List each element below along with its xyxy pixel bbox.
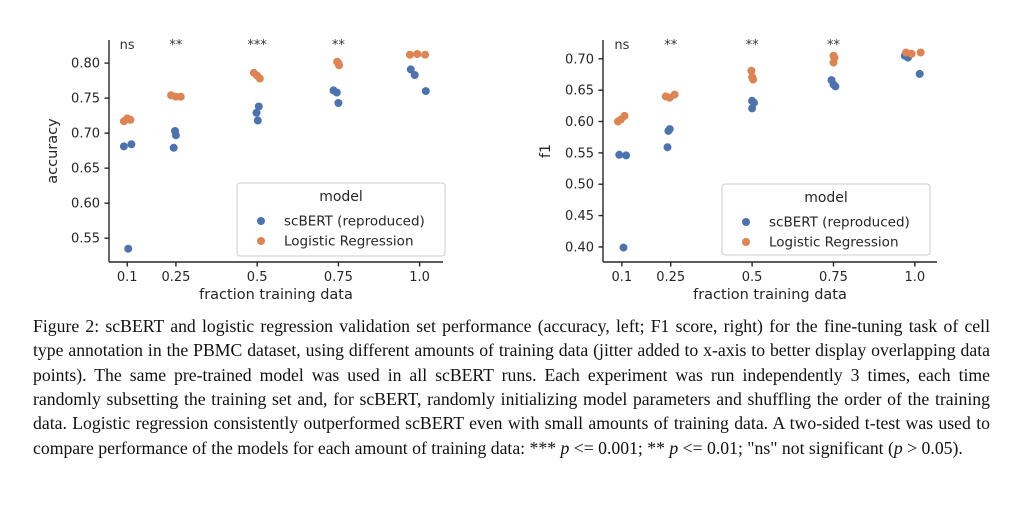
x-tick-label: 0.1 <box>117 270 138 285</box>
data-point <box>335 61 343 70</box>
data-point <box>619 243 628 252</box>
data-point <box>126 115 135 124</box>
data-point <box>670 90 679 99</box>
accuracy-scatter-chart: 0.1 0.25 0.5 0.75 1.0 0.55 0.60 0.65 0.70 0.75 0.8… <box>45 38 446 303</box>
y-tick-label: 0.45 <box>565 209 594 224</box>
caption-text: > 0.05). <box>902 437 963 458</box>
x-axis-label: fraction training data <box>199 287 353 303</box>
data-point <box>915 69 924 78</box>
caption-text: <= 0.001; ** <box>569 437 670 458</box>
x-tick-label: 0.5 <box>742 270 763 285</box>
data-point <box>749 75 758 84</box>
x-tick-label: 0.1 <box>612 270 633 285</box>
caption-text: Figure 2: scBERT and logistic regression… <box>33 316 990 458</box>
caption-text: p <box>560 437 570 458</box>
data-point <box>171 131 180 140</box>
significance-label: ** <box>827 38 841 53</box>
x-tick-label: 1.0 <box>409 270 430 285</box>
caption-text: p <box>669 437 679 458</box>
data-point <box>127 140 136 149</box>
data-point <box>410 71 419 79</box>
f1-scatter-chart: 0.1 0.25 0.5 0.75 1.0 0.40 0.45 0.50 0.55 0.60 0.6… <box>538 38 937 303</box>
caption-text: p <box>893 437 903 458</box>
y-tick-label: 0.65 <box>71 162 100 177</box>
x-axis-label: fraction training data <box>693 287 847 303</box>
y-tick-label: 0.70 <box>565 52 594 67</box>
y-tick-label: 0.80 <box>71 57 100 72</box>
data-point <box>907 49 916 58</box>
legend-box <box>236 182 446 257</box>
x-tick-label: 0.75 <box>819 270 848 285</box>
data-point <box>119 142 128 151</box>
data-point <box>334 99 343 107</box>
legend-marker <box>257 217 265 225</box>
significance-label: ** <box>664 38 678 53</box>
data-point <box>253 116 262 125</box>
x-tick-label: 0.25 <box>161 270 190 285</box>
data-point <box>622 151 631 160</box>
y-tick-label: 0.55 <box>565 146 594 161</box>
legend-entry-label: scBERT (reproduced) <box>769 215 910 231</box>
data-point <box>124 244 133 253</box>
x-tick-label: 0.25 <box>656 270 685 285</box>
x-tick-label: 0.5 <box>247 270 268 285</box>
legend-marker <box>742 218 750 226</box>
legend-entry-label: Logistic Regression <box>284 234 414 250</box>
y-axis-label: f1 <box>538 144 554 158</box>
data-point <box>255 74 264 83</box>
y-tick-label: 0.70 <box>71 127 100 142</box>
y-tick-label: 0.40 <box>565 240 594 255</box>
y-tick-label: 0.60 <box>565 115 594 130</box>
caption-text: <= 0.01; "ns" not significant ( <box>678 437 894 458</box>
data-point <box>829 58 838 67</box>
data-point <box>421 87 430 96</box>
y-tick-label: 0.75 <box>71 92 100 107</box>
significance-label: *** <box>247 38 267 53</box>
x-tick-label: 0.75 <box>324 270 353 285</box>
significance-label: ns <box>120 38 135 53</box>
y-tick-label: 0.50 <box>565 178 594 193</box>
legend-entry-label: Logistic Regression <box>769 235 899 251</box>
legend-marker <box>257 237 265 245</box>
data-point <box>748 104 757 113</box>
data-point <box>176 92 185 101</box>
data-point <box>169 143 178 152</box>
y-tick-label: 0.60 <box>71 197 100 212</box>
x-tick-label: 1.0 <box>905 270 926 285</box>
y-tick-label: 0.65 <box>565 84 594 99</box>
legend-marker <box>742 238 750 246</box>
significance-label: ** <box>332 38 346 53</box>
data-point <box>663 143 672 152</box>
data-point <box>254 102 263 111</box>
data-point <box>664 126 673 135</box>
legend-entry-label: scBERT (reproduced) <box>284 214 425 230</box>
data-point <box>421 50 430 59</box>
data-point <box>916 48 925 57</box>
data-point <box>332 88 341 97</box>
data-point <box>620 111 629 120</box>
data-point <box>615 150 624 159</box>
legend-title: model <box>319 189 363 205</box>
data-point <box>406 65 415 74</box>
data-point <box>413 50 422 58</box>
figure-caption: Figure 2: scBERT and logistic regression… <box>33 314 990 460</box>
significance-label: ** <box>746 38 760 53</box>
data-point <box>831 82 840 91</box>
legend-title: model <box>804 190 848 206</box>
y-tick-label: 0.55 <box>71 232 100 247</box>
data-point <box>747 66 756 75</box>
significance-label: ** <box>169 38 183 53</box>
significance-label: ns <box>614 38 629 53</box>
legend-box <box>721 183 931 256</box>
data-point <box>252 108 261 117</box>
y-axis-label: accuracy <box>45 118 61 184</box>
data-point <box>405 50 414 59</box>
